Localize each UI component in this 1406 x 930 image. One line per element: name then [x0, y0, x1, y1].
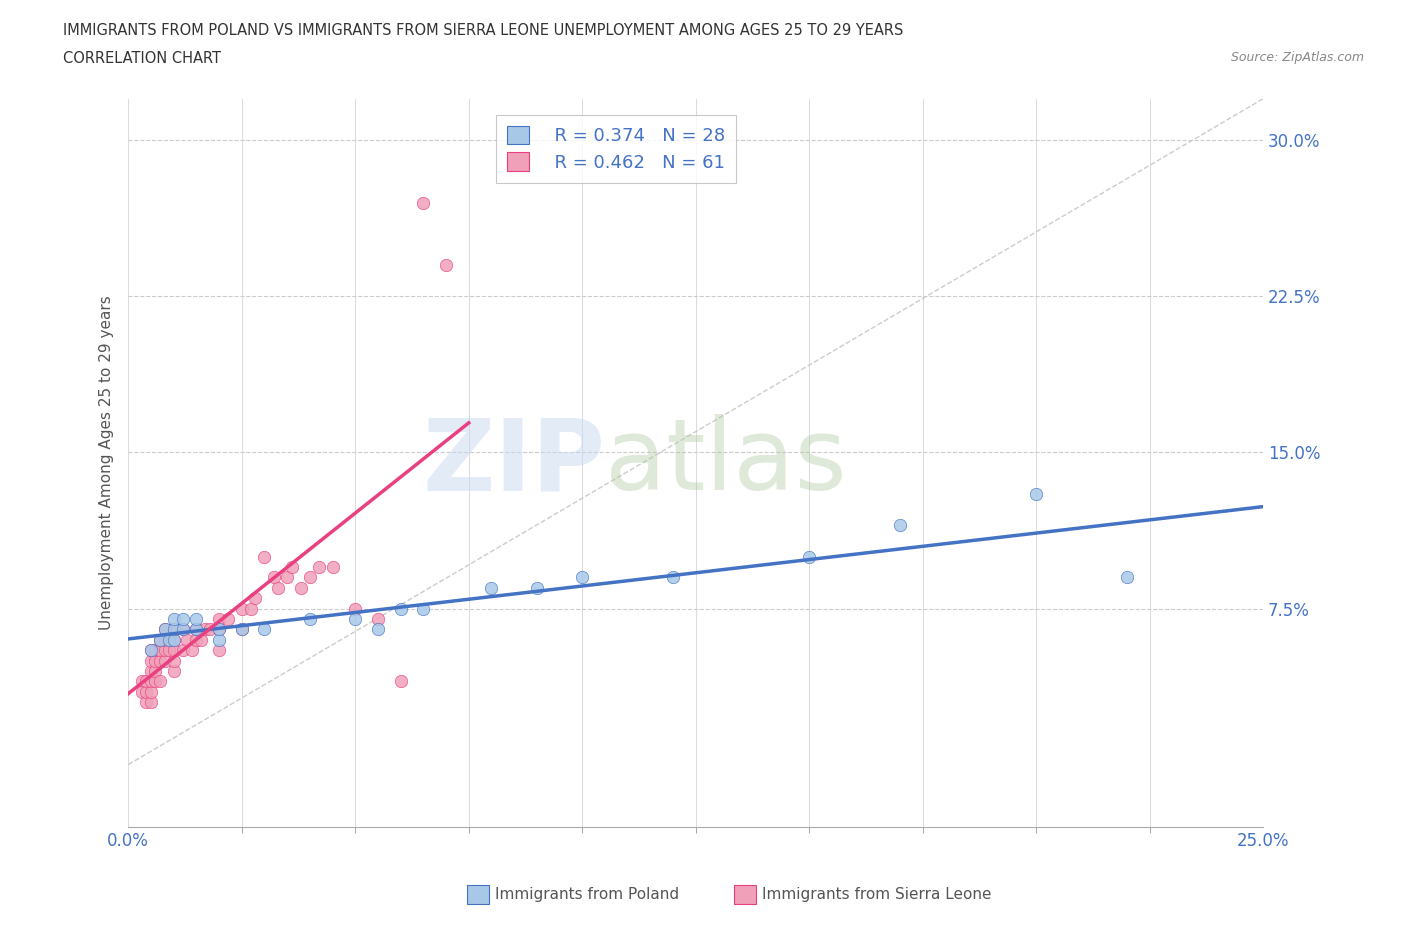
Point [662, 570, 685, 585]
Point [135, 674, 157, 689]
Point [163, 663, 186, 678]
Point [308, 560, 330, 575]
Point [163, 632, 186, 647]
Text: Source: ZipAtlas.com: Source: ZipAtlas.com [1230, 51, 1364, 64]
Point [163, 622, 186, 637]
Point [198, 622, 221, 637]
Point [344, 601, 367, 616]
Point [139, 695, 162, 710]
Point [298, 612, 321, 627]
Point [298, 570, 321, 585]
Point [163, 622, 186, 637]
Point [153, 622, 176, 637]
Point [367, 612, 389, 627]
Point [263, 570, 285, 585]
Point [172, 643, 194, 658]
Point [253, 549, 276, 564]
Point [245, 591, 267, 605]
Point [186, 632, 208, 647]
Point [176, 632, 198, 647]
Point [153, 643, 176, 658]
Text: ZIP: ZIP [422, 415, 605, 512]
Point [231, 622, 253, 637]
Point [135, 695, 157, 710]
Point [153, 653, 176, 668]
Text: Immigrants from Sierra Leone: Immigrants from Sierra Leone [762, 887, 991, 902]
Point [139, 643, 162, 658]
Point [412, 601, 434, 616]
Text: Immigrants from Poland: Immigrants from Poland [495, 887, 679, 902]
Point [145, 653, 167, 668]
Point [163, 612, 186, 627]
Point [157, 632, 180, 647]
Point [889, 518, 911, 533]
Point [208, 643, 231, 658]
Point [180, 643, 202, 658]
Point [194, 622, 217, 637]
Point [1116, 570, 1139, 585]
Point [163, 643, 186, 658]
Point [163, 632, 186, 647]
Point [135, 684, 157, 699]
Point [322, 560, 344, 575]
Point [145, 663, 167, 678]
Point [481, 580, 503, 595]
Point [267, 580, 290, 595]
Point [186, 612, 208, 627]
Point [190, 632, 212, 647]
Point [172, 622, 194, 637]
Point [389, 674, 412, 689]
Point [208, 612, 231, 627]
Point [149, 632, 172, 647]
Point [145, 674, 167, 689]
Point [290, 580, 312, 595]
Point [571, 570, 593, 585]
Point [253, 622, 276, 637]
Point [389, 601, 412, 616]
Point [526, 580, 548, 595]
Point [208, 622, 231, 637]
Point [149, 643, 172, 658]
Point [157, 643, 180, 658]
Text: atlas: atlas [605, 415, 846, 512]
Point [367, 622, 389, 637]
Point [139, 663, 162, 678]
Point [208, 622, 231, 637]
Point [217, 612, 239, 627]
Point [239, 601, 262, 616]
Point [149, 674, 172, 689]
Point [153, 632, 176, 647]
Point [131, 684, 153, 699]
Point [231, 601, 253, 616]
Point [280, 560, 302, 575]
Point [276, 570, 298, 585]
Point [149, 632, 172, 647]
Point [149, 653, 172, 668]
Point [153, 622, 176, 637]
Point [131, 674, 153, 689]
Point [139, 684, 162, 699]
Point [412, 195, 434, 210]
Point [139, 674, 162, 689]
Point [208, 632, 231, 647]
Point [139, 653, 162, 668]
Point [799, 549, 821, 564]
Point [172, 622, 194, 637]
Point [1025, 486, 1047, 501]
Point [145, 643, 167, 658]
Point [186, 622, 208, 637]
Point [139, 643, 162, 658]
Point [231, 622, 253, 637]
Point [434, 258, 457, 272]
Y-axis label: Unemployment Among Ages 25 to 29 years: Unemployment Among Ages 25 to 29 years [100, 296, 114, 631]
Point [344, 612, 367, 627]
Text: IMMIGRANTS FROM POLAND VS IMMIGRANTS FROM SIERRA LEONE UNEMPLOYMENT AMONG AGES 2: IMMIGRANTS FROM POLAND VS IMMIGRANTS FRO… [63, 23, 904, 38]
Text: CORRELATION CHART: CORRELATION CHART [63, 51, 221, 66]
Point [186, 622, 208, 637]
Point [163, 653, 186, 668]
Point [157, 632, 180, 647]
Point [172, 612, 194, 627]
Legend:   R = 0.374   N = 28,   R = 0.462   N = 61: R = 0.374 N = 28, R = 0.462 N = 61 [496, 115, 737, 182]
